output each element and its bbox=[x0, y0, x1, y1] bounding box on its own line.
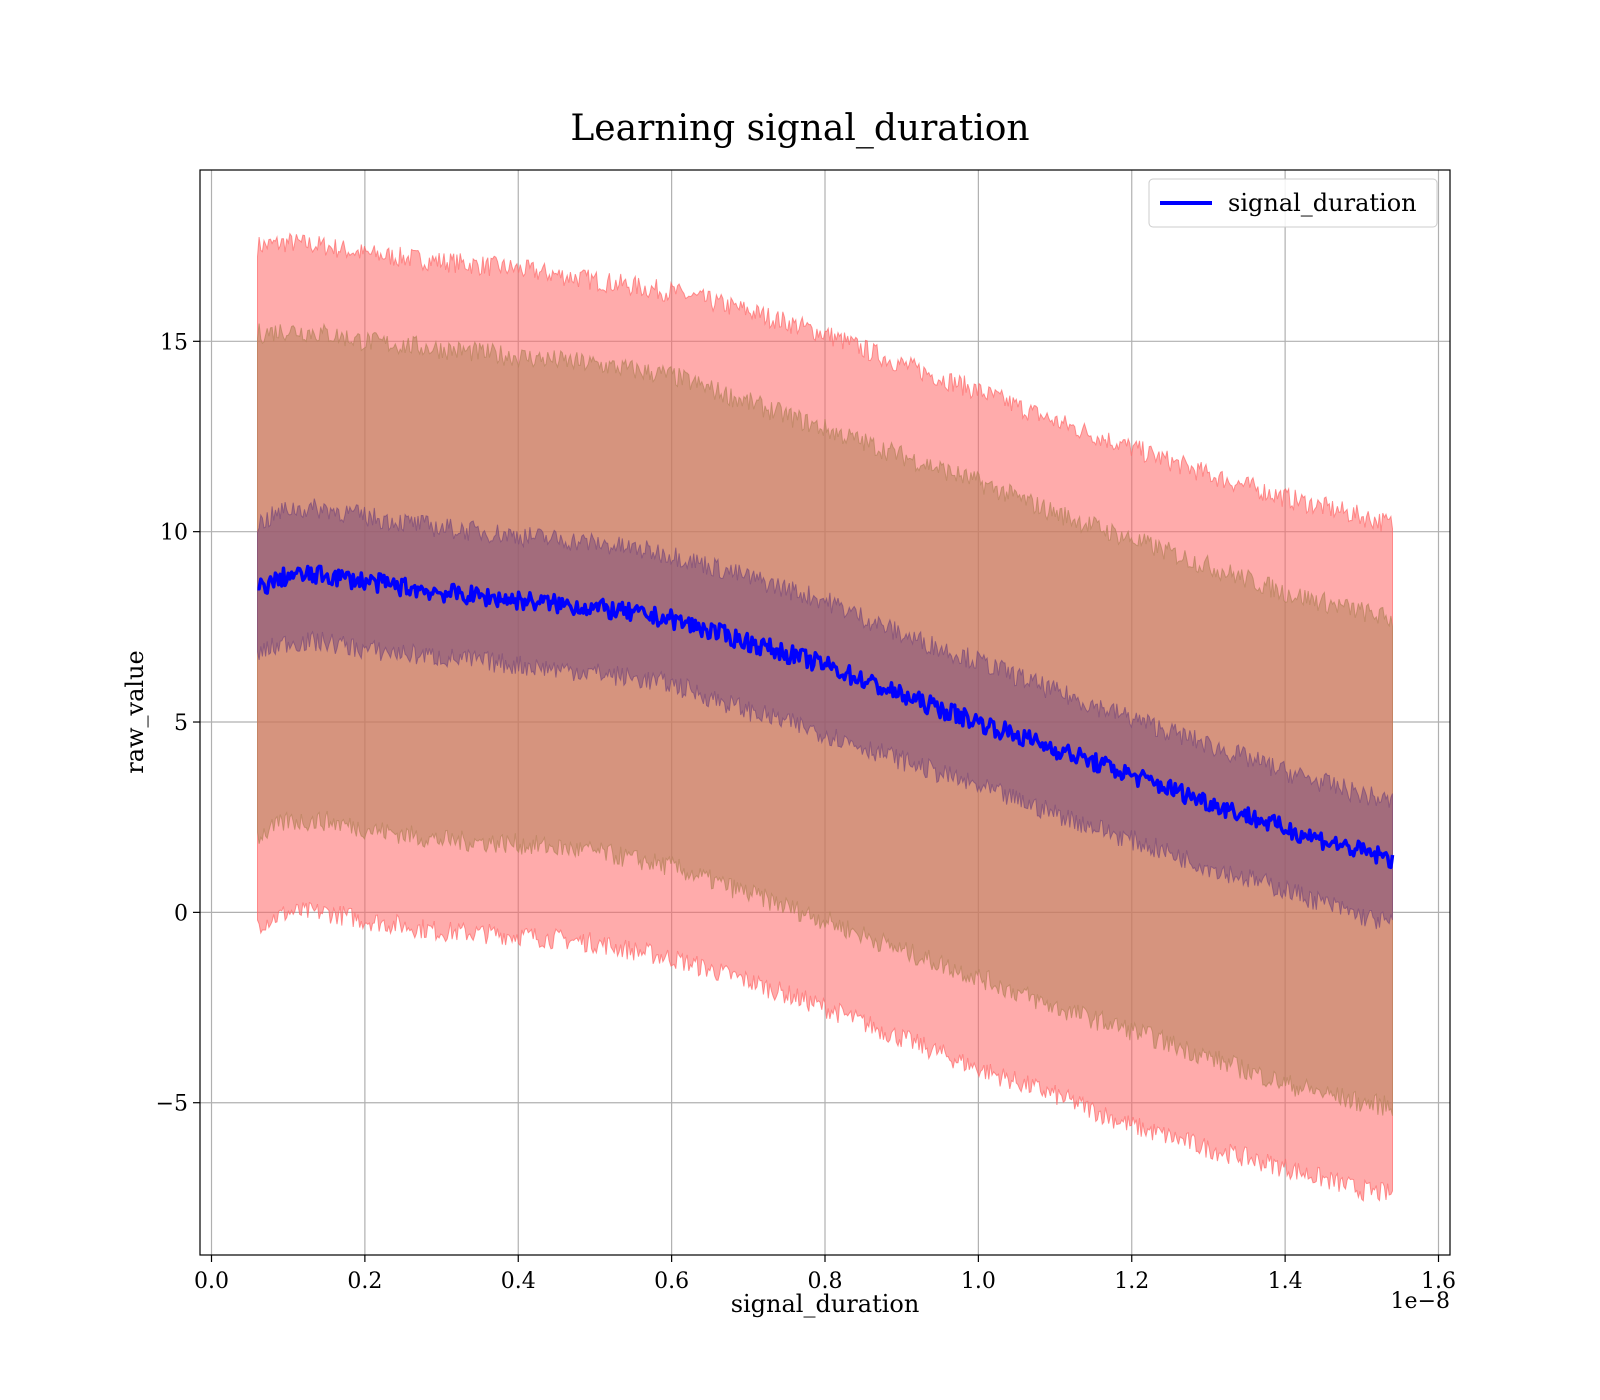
y-tick-label: 5 bbox=[174, 711, 188, 736]
y-tick-label: 0 bbox=[174, 901, 188, 926]
x-axis-label: signal_duration bbox=[731, 1290, 920, 1318]
series-lines bbox=[257, 564, 1395, 870]
x-tick-label: 0.2 bbox=[347, 1269, 382, 1294]
confidence-bands bbox=[257, 232, 1393, 1202]
chart-title: Learning signal_duration bbox=[570, 108, 1029, 149]
band-2 bbox=[257, 498, 1393, 930]
x-tick-label: 0.0 bbox=[194, 1269, 229, 1294]
x-tick-label: 1.2 bbox=[1114, 1269, 1149, 1294]
y-tick-label: 10 bbox=[160, 521, 188, 546]
x-tick-label: 1.4 bbox=[1268, 1269, 1303, 1294]
x-tick-label: 0.6 bbox=[654, 1269, 689, 1294]
y-tick-label: 15 bbox=[160, 330, 188, 355]
axis-ticks: 0.0 0.2 0.4 0.6 0.8 1.0 1.2 1.4 1.6 −5 0 5 10 15 bbox=[156, 330, 1456, 1294]
x-tick-label: 1.6 bbox=[1421, 1269, 1456, 1294]
legend-label: signal_duration bbox=[1228, 189, 1417, 217]
y-axis-label: raw_value bbox=[121, 650, 149, 774]
legend-box bbox=[1148, 178, 1438, 228]
y-tick-label: −5 bbox=[156, 1092, 188, 1117]
x-tick-label: 0.8 bbox=[808, 1269, 843, 1294]
x-axis-offset-label: 1e−8 bbox=[1391, 1289, 1450, 1314]
series-line-0 bbox=[257, 564, 1395, 870]
legend: signal_duration bbox=[1148, 178, 1438, 228]
x-tick-label: 1.0 bbox=[961, 1269, 996, 1294]
x-tick-label: 0.4 bbox=[501, 1269, 536, 1294]
